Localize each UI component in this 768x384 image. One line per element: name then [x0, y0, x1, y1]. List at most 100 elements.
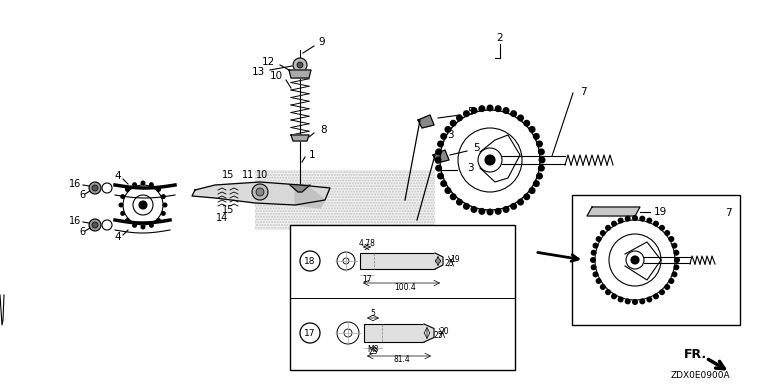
- Text: 11: 11: [242, 170, 254, 180]
- Circle shape: [596, 236, 601, 242]
- Bar: [572, 195, 740, 325]
- Circle shape: [639, 298, 645, 305]
- Circle shape: [639, 216, 645, 222]
- Circle shape: [632, 299, 638, 305]
- Circle shape: [668, 278, 674, 284]
- Circle shape: [132, 182, 137, 187]
- Circle shape: [92, 222, 98, 228]
- Text: 9: 9: [319, 37, 326, 47]
- Circle shape: [463, 203, 470, 210]
- Circle shape: [485, 155, 495, 165]
- Circle shape: [471, 206, 478, 213]
- Text: 23: 23: [368, 348, 378, 356]
- Circle shape: [659, 225, 665, 231]
- Text: 13: 13: [251, 67, 265, 77]
- Circle shape: [600, 284, 606, 290]
- Circle shape: [471, 107, 478, 114]
- Text: 17: 17: [304, 328, 316, 338]
- Circle shape: [647, 217, 652, 223]
- Text: 15: 15: [222, 205, 234, 215]
- Circle shape: [523, 193, 530, 200]
- Circle shape: [611, 221, 617, 227]
- Circle shape: [664, 230, 670, 236]
- Circle shape: [600, 230, 606, 236]
- Text: 20: 20: [439, 326, 449, 336]
- Circle shape: [502, 206, 510, 213]
- Circle shape: [495, 208, 502, 215]
- Circle shape: [163, 202, 167, 207]
- Text: 1: 1: [309, 150, 316, 160]
- Circle shape: [510, 110, 517, 117]
- Bar: [290, 225, 515, 370]
- Bar: [360, 253, 435, 269]
- Text: 4: 4: [114, 232, 121, 242]
- Text: 15: 15: [222, 170, 234, 180]
- Text: 5: 5: [371, 310, 376, 318]
- Circle shape: [161, 211, 166, 216]
- Circle shape: [517, 199, 524, 205]
- Polygon shape: [418, 115, 434, 128]
- Circle shape: [617, 217, 624, 223]
- Polygon shape: [192, 182, 330, 205]
- Circle shape: [605, 289, 611, 295]
- Circle shape: [132, 223, 137, 228]
- Circle shape: [125, 187, 130, 192]
- Polygon shape: [587, 207, 640, 216]
- Circle shape: [593, 271, 598, 277]
- Circle shape: [668, 236, 674, 242]
- Circle shape: [674, 257, 680, 263]
- Text: 4: 4: [114, 171, 121, 181]
- Text: ZDX0E0900A: ZDX0E0900A: [670, 371, 730, 379]
- Circle shape: [591, 264, 597, 270]
- Circle shape: [478, 105, 485, 112]
- Circle shape: [149, 223, 154, 228]
- Circle shape: [653, 293, 659, 300]
- Circle shape: [141, 180, 145, 185]
- Circle shape: [605, 225, 611, 231]
- Circle shape: [533, 180, 540, 187]
- Circle shape: [139, 201, 147, 209]
- Circle shape: [437, 172, 444, 180]
- Circle shape: [536, 141, 543, 147]
- Circle shape: [450, 120, 457, 127]
- Circle shape: [659, 289, 665, 295]
- Circle shape: [456, 199, 463, 205]
- Text: FR.: FR.: [684, 349, 707, 361]
- Circle shape: [528, 126, 535, 133]
- Circle shape: [141, 225, 145, 230]
- Circle shape: [538, 148, 545, 156]
- Circle shape: [92, 185, 98, 191]
- Polygon shape: [433, 150, 449, 163]
- Circle shape: [517, 114, 524, 121]
- Circle shape: [536, 172, 543, 180]
- Circle shape: [297, 62, 303, 68]
- Circle shape: [256, 188, 264, 196]
- Circle shape: [495, 105, 502, 112]
- Circle shape: [89, 182, 101, 194]
- Circle shape: [437, 141, 444, 147]
- Polygon shape: [290, 185, 310, 192]
- Text: 18: 18: [304, 257, 316, 265]
- Circle shape: [538, 157, 545, 164]
- Circle shape: [445, 126, 452, 133]
- Text: 16: 16: [69, 216, 81, 226]
- Text: 10: 10: [256, 170, 268, 180]
- Circle shape: [647, 296, 652, 303]
- Circle shape: [120, 211, 125, 216]
- Bar: [255, 170, 435, 230]
- Circle shape: [611, 293, 617, 300]
- Circle shape: [156, 218, 161, 223]
- Text: 25: 25: [444, 260, 454, 268]
- Text: 10: 10: [270, 71, 283, 81]
- Polygon shape: [291, 135, 309, 141]
- Text: 5: 5: [474, 143, 480, 153]
- Text: 7: 7: [580, 87, 586, 97]
- Circle shape: [502, 107, 510, 114]
- Circle shape: [653, 221, 659, 227]
- Text: 14: 14: [216, 213, 228, 223]
- Bar: [364, 324, 424, 342]
- Text: 6: 6: [79, 227, 85, 237]
- Text: 4.78: 4.78: [359, 238, 376, 248]
- Circle shape: [671, 243, 677, 248]
- Circle shape: [624, 298, 631, 305]
